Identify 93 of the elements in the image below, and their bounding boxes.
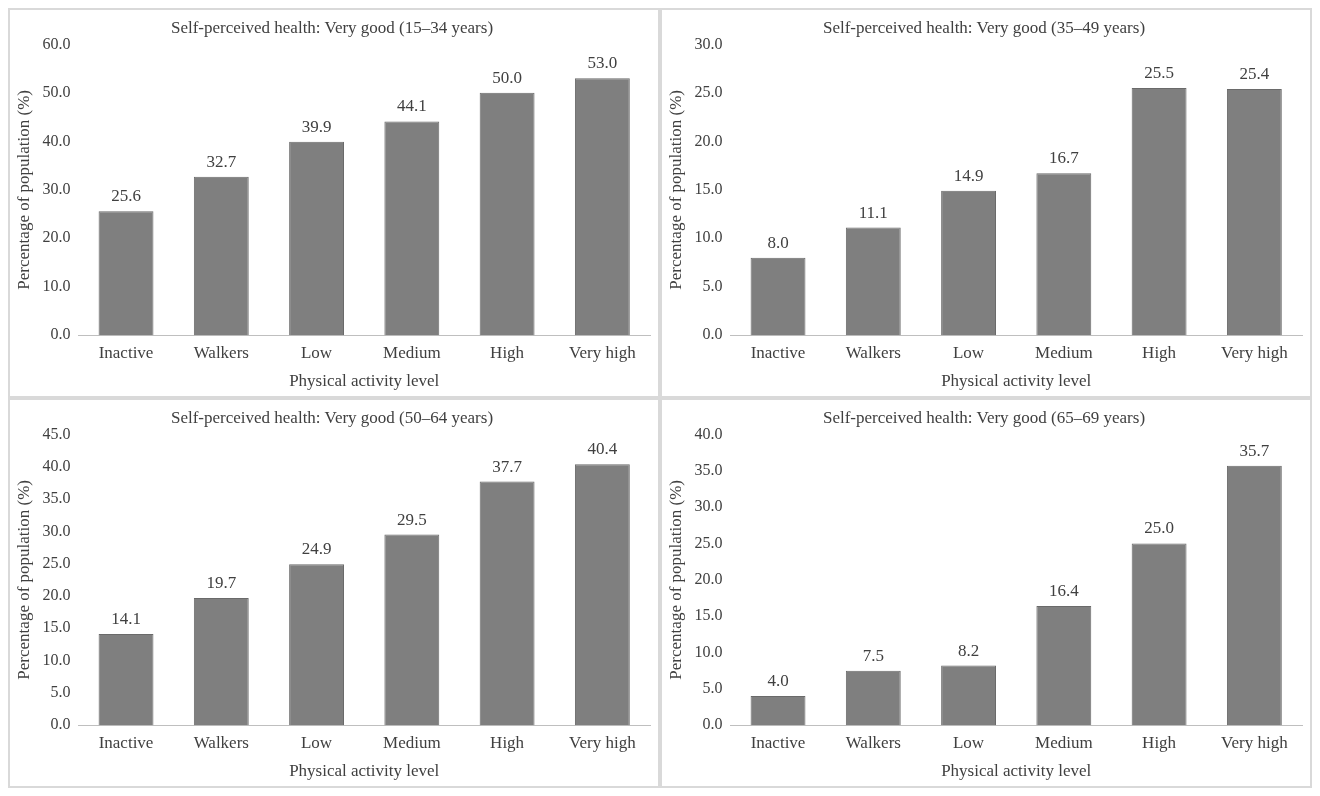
data-label: 14.9 bbox=[953, 165, 984, 185]
y-tick-label: 50.0 bbox=[42, 83, 71, 101]
y-tick-label: 15.0 bbox=[42, 618, 71, 636]
y-tick-label: 30.0 bbox=[42, 180, 71, 197]
data-label: 24.9 bbox=[301, 539, 332, 559]
data-label: 11.1 bbox=[858, 202, 888, 222]
data-label: 25.4 bbox=[1239, 63, 1270, 83]
y-tick-label: 20.0 bbox=[42, 586, 71, 604]
data-label: 7.5 bbox=[862, 645, 884, 665]
chart-title: Self-perceived health: Very good (15–34 years) bbox=[170, 17, 494, 37]
y-tick-label: 10.0 bbox=[694, 228, 723, 246]
data-label: 44.1 bbox=[396, 96, 427, 116]
y-tick-label: 40.0 bbox=[694, 424, 723, 442]
x-tick-label: Very high bbox=[1221, 342, 1289, 362]
x-axis-title: Physical activity level bbox=[289, 371, 440, 391]
y-axis-title: Percentage of population (%) bbox=[665, 479, 685, 680]
x-tick-label: Medium bbox=[1035, 342, 1093, 362]
x-tick-label: Walkers bbox=[845, 732, 901, 752]
chart-title: Self-perceived health: Very good (35–49 years) bbox=[822, 17, 1146, 37]
y-tick-label: 30.0 bbox=[694, 34, 723, 52]
data-label: 37.7 bbox=[492, 456, 523, 476]
y-tick-label: 25.0 bbox=[694, 533, 723, 551]
y-tick-label: 40.0 bbox=[42, 456, 71, 474]
x-tick-label: Walkers bbox=[193, 342, 249, 362]
y-tick-label: 5.0 bbox=[50, 683, 71, 701]
data-label: 29.5 bbox=[396, 509, 427, 529]
y-tick-label: 20.0 bbox=[694, 131, 723, 149]
y-tick-label: 10.0 bbox=[42, 650, 71, 668]
x-axis-title: Physical activity level bbox=[941, 371, 1092, 391]
y-tick-label: 25.0 bbox=[694, 83, 723, 101]
x-tick-label: Medium bbox=[383, 342, 441, 362]
y-tick-label: 15.0 bbox=[694, 180, 723, 197]
data-label: 39.9 bbox=[301, 116, 332, 136]
data-label: 8.0 bbox=[767, 232, 789, 252]
x-tick-label: High bbox=[1142, 732, 1177, 752]
data-label: 16.7 bbox=[1048, 148, 1080, 168]
y-tick-label: 60.0 bbox=[42, 34, 71, 52]
x-tick-label: Inactive bbox=[750, 342, 806, 362]
y-tick-label: 15.0 bbox=[694, 606, 723, 624]
y-axis-title: Percentage of population (%) bbox=[665, 89, 685, 290]
data-label: 14.1 bbox=[111, 609, 141, 629]
y-axis-title: Percentage of population (%) bbox=[13, 89, 33, 290]
data-label: 8.2 bbox=[957, 640, 980, 660]
x-tick-label: Walkers bbox=[845, 342, 901, 362]
data-label: 25.6 bbox=[111, 186, 141, 206]
x-tick-label: High bbox=[490, 342, 525, 362]
x-tick-label: Very high bbox=[569, 732, 637, 752]
x-tick-label: High bbox=[1142, 342, 1177, 362]
y-tick-label: 0.0 bbox=[50, 325, 71, 343]
x-tick-label: High bbox=[490, 732, 525, 752]
data-label: 19.7 bbox=[206, 572, 237, 592]
x-tick-label: Low bbox=[952, 732, 985, 752]
data-label: 35.7 bbox=[1239, 440, 1270, 460]
y-tick-label: 45.0 bbox=[42, 424, 71, 442]
x-tick-label: Walkers bbox=[193, 732, 249, 752]
y-tick-label: 0.0 bbox=[702, 325, 723, 343]
x-tick-label: Low bbox=[952, 342, 985, 362]
x-tick-label: Low bbox=[300, 732, 333, 752]
y-tick-label: 20.0 bbox=[42, 228, 71, 246]
y-tick-label: 30.0 bbox=[42, 521, 71, 539]
x-tick-label: Very high bbox=[1221, 732, 1289, 752]
x-tick-label: Very high bbox=[569, 342, 637, 362]
chart-title: Self-perceived health: Very good (50–64 years) bbox=[170, 407, 494, 427]
data-label: 32.7 bbox=[206, 151, 237, 171]
data-label: 53.0 bbox=[587, 53, 618, 73]
x-axis-title: Physical activity level bbox=[941, 761, 1092, 781]
y-tick-label: 0.0 bbox=[702, 715, 723, 733]
x-tick-label: Inactive bbox=[98, 732, 154, 752]
x-tick-label: Inactive bbox=[750, 732, 806, 752]
data-label: 25.5 bbox=[1144, 62, 1174, 82]
y-tick-label: 20.0 bbox=[694, 570, 723, 587]
y-tick-label: 5.0 bbox=[702, 679, 723, 697]
y-tick-label: 35.0 bbox=[42, 489, 71, 507]
y-tick-label: 0.0 bbox=[50, 715, 71, 733]
y-tick-label: 35.0 bbox=[694, 460, 723, 478]
y-tick-label: 40.0 bbox=[42, 131, 71, 149]
data-label: 40.4 bbox=[587, 439, 618, 459]
x-tick-label: Medium bbox=[1035, 732, 1093, 752]
y-tick-label: 5.0 bbox=[702, 276, 723, 294]
chart-title: Self-perceived health: Very good (65–69 years) bbox=[822, 407, 1146, 427]
data-label: 16.4 bbox=[1048, 580, 1080, 600]
x-tick-label: Low bbox=[300, 342, 333, 362]
x-tick-label: Inactive bbox=[98, 342, 154, 362]
y-tick-label: 30.0 bbox=[694, 497, 723, 515]
y-axis-title: Percentage of population (%) bbox=[13, 479, 33, 680]
data-label: 50.0 bbox=[492, 67, 522, 87]
y-tick-label: 10.0 bbox=[694, 642, 723, 660]
data-label: 4.0 bbox=[767, 671, 789, 691]
y-tick-label: 10.0 bbox=[42, 276, 71, 294]
y-tick-label: 25.0 bbox=[42, 553, 71, 571]
x-axis-title: Physical activity level bbox=[289, 761, 440, 781]
data-label: 25.0 bbox=[1144, 518, 1174, 538]
x-tick-label: Medium bbox=[383, 732, 441, 752]
